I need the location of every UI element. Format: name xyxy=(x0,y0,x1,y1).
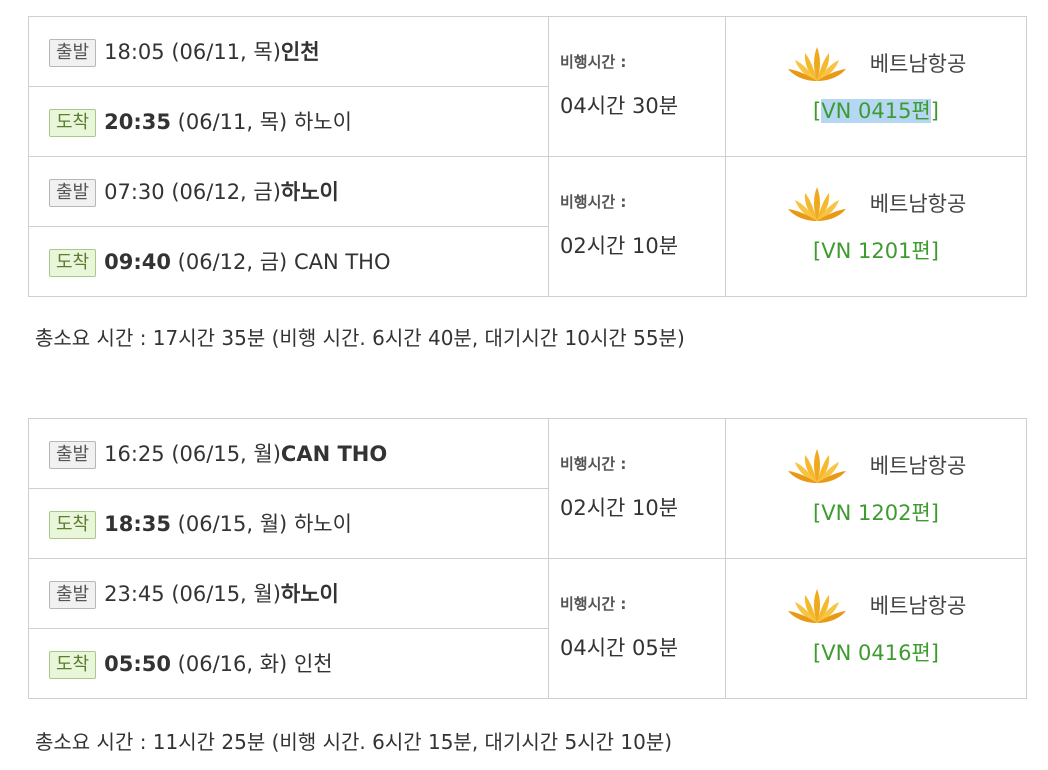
arrival-city: 하노이 xyxy=(293,512,352,536)
airline-cell: 베트남항공 [VN 0416편] xyxy=(725,558,1027,699)
arrival-time: 05:50 xyxy=(104,652,171,676)
departure-time: 16:25 xyxy=(104,442,165,466)
departure-cell: 출발 07:30 (06/12, 금)하노이 xyxy=(28,156,549,227)
departure-date: (06/11, 목) xyxy=(171,40,281,64)
flight-number-bracket: ] xyxy=(930,500,939,525)
arrival-badge: 도착 xyxy=(49,651,97,679)
arrival-cell: 도착 20:35 (06/11, 목) 하노이 xyxy=(28,86,549,157)
arrival-city: CAN THO xyxy=(293,250,391,274)
itinerary-outbound: 출발 18:05 (06/11, 목)인천 비행시간 : 04시간 30분 xyxy=(28,16,1027,297)
departure-badge: 출발 xyxy=(49,441,97,469)
duration-label: 비행시간 : xyxy=(560,53,627,71)
arrival-time: 09:40 xyxy=(104,250,171,274)
flight-number-bracket: [ xyxy=(813,98,822,123)
flight-code: VN 1202편 xyxy=(821,500,931,525)
vietnam-airlines-lotus-icon xyxy=(786,445,848,485)
flight-number[interactable]: [VN 1202편] xyxy=(726,497,1026,527)
arrival-date: (06/16, 화) xyxy=(177,652,288,676)
arrival-city: 하노이 xyxy=(293,110,352,134)
flight-number-bracket: [ xyxy=(813,640,822,665)
arrival-cell: 도착 18:35 (06/15, 월) 하노이 xyxy=(28,488,549,559)
flight-number[interactable]: [VN 0416편] xyxy=(726,637,1026,667)
leg-row: 출발 07:30 (06/12, 금)하노이 비행시간 : 02시간 10분 xyxy=(28,156,1027,297)
flight-number-bracket: ] xyxy=(930,98,939,123)
departure-city: CAN THO xyxy=(280,442,388,466)
departure-badge: 출발 xyxy=(49,39,97,67)
departure-date: (06/15, 월) xyxy=(171,442,281,466)
duration-label: 비행시간 : xyxy=(560,455,627,473)
flight-number-bracket: [ xyxy=(813,238,822,263)
airline-name: 베트남항공 xyxy=(869,593,967,618)
duration-value: 02시간 10분 xyxy=(560,496,679,520)
airline-name: 베트남항공 xyxy=(869,191,967,216)
duration-value: 04시간 05분 xyxy=(560,636,679,660)
arrival-time: 18:35 xyxy=(104,512,171,536)
arrival-time: 20:35 xyxy=(104,110,171,134)
flight-table: 출발 18:05 (06/11, 목)인천 비행시간 : 04시간 30분 xyxy=(28,16,1027,297)
flight-number[interactable]: [VN 1201편] xyxy=(726,235,1026,265)
duration-value: 04시간 30분 xyxy=(560,94,679,118)
departure-time: 07:30 xyxy=(104,180,165,204)
flight-number[interactable]: [VN 0415편] xyxy=(726,95,1026,125)
departure-city: 인천 xyxy=(280,40,320,64)
arrival-badge: 도착 xyxy=(49,511,97,539)
departure-cell: 출발 16:25 (06/15, 월)CAN THO xyxy=(28,418,549,489)
departure-badge: 출발 xyxy=(49,179,97,207)
arrival-date: (06/15, 월) xyxy=(177,512,288,536)
arrival-badge: 도착 xyxy=(49,109,97,137)
departure-badge: 출발 xyxy=(49,581,97,609)
airline-cell: 베트남항공 [VN 0415편] xyxy=(725,16,1027,157)
leg-row: 출발 18:05 (06/11, 목)인천 비행시간 : 04시간 30분 xyxy=(28,16,1027,157)
flight-table: 출발 16:25 (06/15, 월)CAN THO 비행시간 : 02시간 10… xyxy=(28,418,1027,699)
departure-date: (06/12, 금) xyxy=(171,180,281,204)
arrival-date: (06/12, 금) xyxy=(177,250,288,274)
departure-city: 하노이 xyxy=(280,582,339,606)
duration-cell: 비행시간 : 04시간 30분 xyxy=(548,16,726,157)
duration-label: 비행시간 : xyxy=(560,193,627,211)
itinerary-return: 출발 16:25 (06/15, 월)CAN THO 비행시간 : 02시간 10… xyxy=(28,418,1027,699)
flight-code: VN 0416편 xyxy=(821,640,931,665)
duration-cell: 비행시간 : 04시간 05분 xyxy=(548,558,726,699)
arrival-cell: 도착 09:40 (06/12, 금) CAN THO xyxy=(28,226,549,297)
duration-value: 02시간 10분 xyxy=(560,234,679,258)
total-time-summary: 총소요 시간 : 17시간 35분 (비행 시간. 6시간 40분, 대기시간 … xyxy=(35,326,685,350)
airline-cell: 베트남항공 [VN 1201편] xyxy=(725,156,1027,297)
flight-number-bracket: ] xyxy=(930,640,939,665)
leg-row: 도착 05:50 (06/16, 화) 인천 xyxy=(28,628,1027,699)
leg-row: 도착 09:40 (06/12, 금) CAN THO xyxy=(28,226,1027,297)
leg-row: 출발 23:45 (06/15, 월)하노이 비행시간 : 04시간 05분 xyxy=(28,558,1027,699)
vietnam-airlines-lotus-icon xyxy=(786,43,848,83)
arrival-badge: 도착 xyxy=(49,249,97,277)
departure-date: (06/15, 월) xyxy=(171,582,281,606)
arrival-date: (06/11, 목) xyxy=(177,110,288,134)
departure-cell: 출발 18:05 (06/11, 목)인천 xyxy=(28,16,549,87)
total-time-summary: 총소요 시간 : 11시간 25분 (비행 시간. 6시간 15분, 대기시간 … xyxy=(35,730,673,754)
flight-code: VN 1201편 xyxy=(821,238,931,263)
leg-row: 출발 16:25 (06/15, 월)CAN THO 비행시간 : 02시간 10… xyxy=(28,418,1027,559)
leg-row: 도착 20:35 (06/11, 목) 하노이 xyxy=(28,86,1027,157)
departure-cell: 출발 23:45 (06/15, 월)하노이 xyxy=(28,558,549,629)
arrival-city: 인천 xyxy=(293,652,333,676)
departure-time: 18:05 xyxy=(104,40,165,64)
flight-number-bracket: [ xyxy=(813,500,822,525)
duration-cell: 비행시간 : 02시간 10분 xyxy=(548,156,726,297)
vietnam-airlines-lotus-icon xyxy=(786,183,848,223)
flight-number-bracket: ] xyxy=(930,238,939,263)
airline-name: 베트남항공 xyxy=(869,453,967,478)
departure-time: 23:45 xyxy=(104,582,165,606)
arrival-cell: 도착 05:50 (06/16, 화) 인천 xyxy=(28,628,549,699)
airline-cell: 베트남항공 [VN 1202편] xyxy=(725,418,1027,559)
flight-code-selected: VN 0415편 xyxy=(821,98,931,123)
leg-row: 도착 18:35 (06/15, 월) 하노이 xyxy=(28,488,1027,559)
departure-city: 하노이 xyxy=(280,180,339,204)
airline-name: 베트남항공 xyxy=(869,51,967,76)
vietnam-airlines-lotus-icon xyxy=(786,585,848,625)
duration-label: 비행시간 : xyxy=(560,595,627,613)
duration-cell: 비행시간 : 02시간 10분 xyxy=(548,418,726,559)
